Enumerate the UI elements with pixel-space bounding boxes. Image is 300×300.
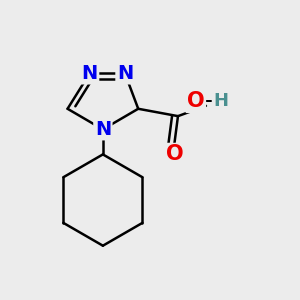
Text: N: N [95,120,111,139]
Text: O: O [187,92,205,111]
Text: H: H [213,92,228,110]
Text: O: O [166,144,184,164]
Text: N: N [82,64,98,83]
Text: N: N [117,64,133,83]
